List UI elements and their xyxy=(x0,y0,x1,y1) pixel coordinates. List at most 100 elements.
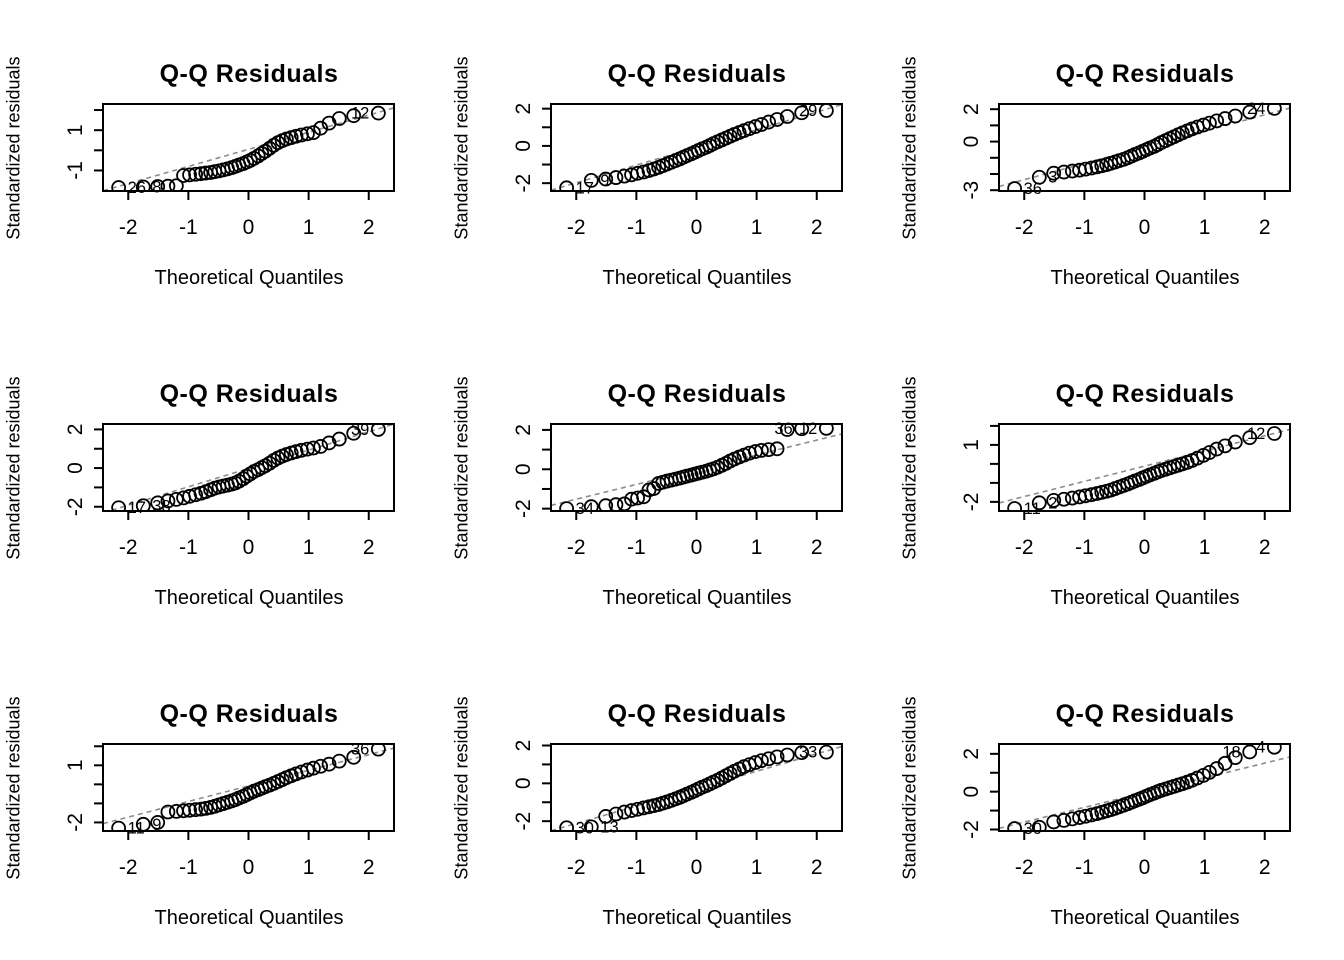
svg-text:36: 36 xyxy=(351,741,369,759)
svg-text:-2: -2 xyxy=(64,813,87,832)
svg-text:30: 30 xyxy=(576,819,594,837)
svg-text:33: 33 xyxy=(799,744,817,762)
svg-text:11: 11 xyxy=(1024,500,1041,518)
qq-plot: 11 9 36 -2 -1 0 1 2 1 -2 xyxy=(64,741,395,879)
svg-text:0: 0 xyxy=(1139,856,1151,879)
svg-text:39: 39 xyxy=(351,421,369,439)
svg-text:-2: -2 xyxy=(960,493,983,512)
svg-text:2: 2 xyxy=(64,424,87,436)
x-axis-label: Theoretical Quantiles xyxy=(1050,907,1240,929)
svg-text:0: 0 xyxy=(512,777,535,789)
svg-text:2: 2 xyxy=(960,103,983,115)
svg-text:38: 38 xyxy=(152,497,170,515)
svg-text:-2: -2 xyxy=(512,174,535,193)
x-axis-label: Theoretical Quantiles xyxy=(602,587,792,609)
svg-text:-2: -2 xyxy=(119,216,138,239)
svg-text:12: 12 xyxy=(1247,425,1265,443)
svg-text:18: 18 xyxy=(1222,743,1240,761)
svg-text:1: 1 xyxy=(64,124,87,136)
qq-panel-7: Standardized residuals Q-Q Residuals 11 9… xyxy=(0,640,448,960)
svg-text:-2: -2 xyxy=(119,856,138,879)
svg-text:-2: -2 xyxy=(512,812,535,831)
svg-text:2: 2 xyxy=(512,740,535,752)
svg-text:1: 1 xyxy=(1199,856,1211,879)
svg-text:-2: -2 xyxy=(1015,536,1034,559)
svg-text:8: 8 xyxy=(152,178,161,196)
svg-text:1: 1 xyxy=(303,856,315,879)
svg-text:-2: -2 xyxy=(64,497,87,516)
svg-text:1: 1 xyxy=(1199,536,1211,559)
svg-text:30: 30 xyxy=(1024,820,1042,838)
svg-text:0: 0 xyxy=(243,216,255,239)
panel-title: Q-Q Residuals xyxy=(1055,380,1235,408)
svg-text:0: 0 xyxy=(243,536,255,559)
svg-text:-1: -1 xyxy=(627,856,646,879)
qq-panel-1: Standardized residuals Q-Q Residuals 26 8… xyxy=(0,0,448,320)
x-axis-label: Theoretical Quantiles xyxy=(154,907,344,929)
svg-text:1: 1 xyxy=(1199,216,1211,239)
svg-text:1: 1 xyxy=(751,536,763,559)
svg-text:-2: -2 xyxy=(567,856,586,879)
svg-text:-1: -1 xyxy=(179,536,198,559)
svg-text:9: 9 xyxy=(600,172,609,190)
svg-text:-1: -1 xyxy=(627,536,646,559)
qq-panel-5: Standardized residuals Q-Q Residuals 34 3… xyxy=(448,320,896,640)
svg-text:-2: -2 xyxy=(960,820,983,839)
panel-title: Q-Q Residuals xyxy=(607,380,787,408)
svg-text:29: 29 xyxy=(799,102,817,120)
svg-text:1: 1 xyxy=(960,439,983,451)
qq-plot: 26 812-2 -1 0 1 21-1 xyxy=(64,103,395,239)
svg-text:2: 2 xyxy=(363,216,375,239)
x-axis-label: Theoretical Quantiles xyxy=(602,267,792,289)
svg-text:0: 0 xyxy=(1139,536,1151,559)
svg-text:-2: -2 xyxy=(119,536,138,559)
svg-text:-2: -2 xyxy=(1015,216,1034,239)
svg-text:2: 2 xyxy=(1259,216,1271,239)
panel-title: Q-Q Residuals xyxy=(607,700,787,728)
svg-text:12: 12 xyxy=(799,420,817,438)
svg-text:26: 26 xyxy=(128,179,146,197)
svg-text:-2: -2 xyxy=(567,536,586,559)
svg-text:-1: -1 xyxy=(1075,856,1094,879)
x-axis-label: Theoretical Quantiles xyxy=(154,267,344,289)
qq-plot: 36 3 24 -2 -1 0 1 2 2 0 -3 xyxy=(960,100,1291,239)
svg-text:3: 3 xyxy=(1048,169,1057,187)
panel-title: Q-Q Residuals xyxy=(159,380,339,408)
qq-plot: 11 212-2 -1 0 1 21-2 xyxy=(960,423,1291,559)
x-axis-label: Theoretical Quantiles xyxy=(602,907,792,929)
svg-text:0: 0 xyxy=(243,856,255,879)
qq-panel-2: Standardized residuals Q-Q Residuals 17 9… xyxy=(448,0,896,320)
svg-text:-1: -1 xyxy=(64,161,87,180)
svg-text:-3: -3 xyxy=(960,181,983,200)
qq-panel-9: Standardized residuals Q-Q Residuals 30 1… xyxy=(896,640,1344,960)
svg-text:0: 0 xyxy=(960,786,983,798)
svg-text:2: 2 xyxy=(811,536,823,559)
svg-text:0: 0 xyxy=(691,536,703,559)
qq-panel-4: Standardized residuals Q-Q Residuals 17 3… xyxy=(0,320,448,640)
svg-text:17: 17 xyxy=(576,179,594,197)
svg-text:11: 11 xyxy=(128,820,145,838)
panel-title: Q-Q Residuals xyxy=(159,60,339,88)
qq-panel-3: Standardized residuals Q-Q Residuals 36 3… xyxy=(896,0,1344,320)
svg-text:2: 2 xyxy=(1259,536,1271,559)
svg-text:1: 1 xyxy=(751,856,763,879)
qq-plot: 30 13 33 -2 -1 0 1 2 2 0 -2 xyxy=(512,740,843,879)
svg-text:2: 2 xyxy=(1259,856,1271,879)
svg-text:2: 2 xyxy=(512,424,535,436)
qq-panel-8: Standardized residuals Q-Q Residuals 30 1… xyxy=(448,640,896,960)
svg-text:-2: -2 xyxy=(1015,856,1034,879)
svg-text:36: 36 xyxy=(774,420,792,438)
svg-text:2: 2 xyxy=(811,216,823,239)
svg-text:-1: -1 xyxy=(1075,536,1094,559)
svg-text:-1: -1 xyxy=(179,216,198,239)
svg-text:-1: -1 xyxy=(627,216,646,239)
svg-text:36: 36 xyxy=(1024,180,1042,198)
x-axis-label: Theoretical Quantiles xyxy=(154,587,344,609)
panel-title: Q-Q Residuals xyxy=(159,700,339,728)
svg-text:34: 34 xyxy=(576,500,594,518)
svg-text:-2: -2 xyxy=(567,216,586,239)
svg-text:12: 12 xyxy=(351,105,369,123)
svg-text:4: 4 xyxy=(1256,739,1265,757)
qq-plot: 17 9 29 -2 -1 0 1 2 2 0 -2 xyxy=(512,102,843,239)
